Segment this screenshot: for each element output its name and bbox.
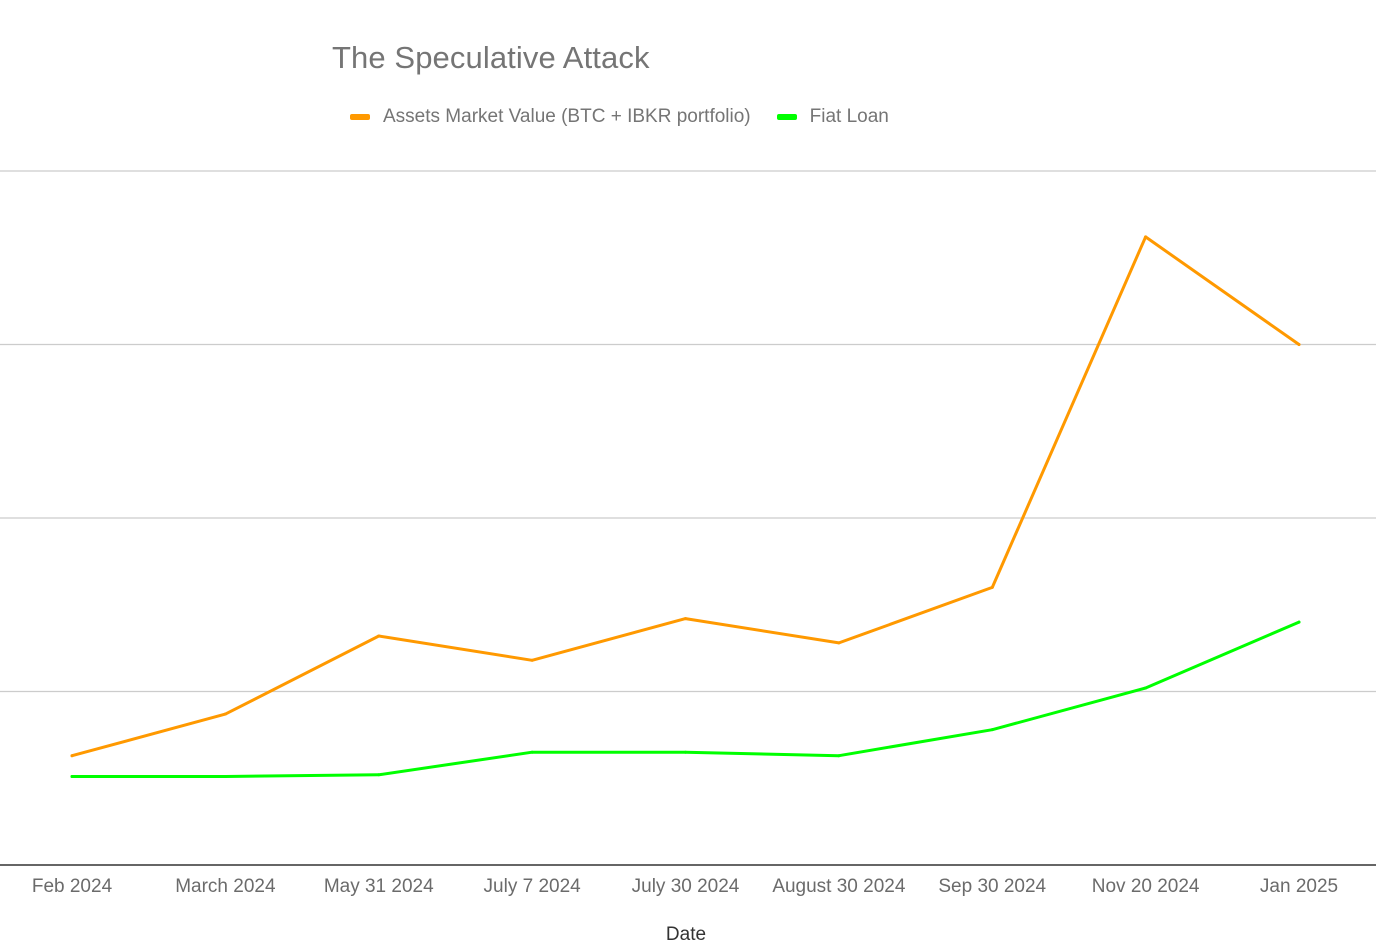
x-tick-label: Feb 2024 (32, 876, 113, 897)
data-point (530, 750, 534, 754)
data-point (223, 775, 227, 779)
data-point (70, 775, 74, 779)
data-point (990, 585, 994, 589)
data-point (990, 728, 994, 732)
data-point (377, 634, 381, 638)
x-tick-label: May 31 2024 (324, 876, 434, 897)
legend-swatch-assets (350, 114, 370, 120)
x-tick-label: July 30 2024 (632, 876, 740, 897)
legend-label-fiat-loan: Fiat Loan (809, 106, 889, 127)
data-point (223, 712, 227, 716)
x-tick-label: July 7 2024 (484, 876, 582, 897)
legend-label-assets: Assets Market Value (BTC + IBKR portfoli… (383, 106, 751, 127)
x-tick-label: August 30 2024 (772, 876, 906, 897)
legend-item-assets[interactable]: Assets Market Value (BTC + IBKR portfoli… (350, 106, 751, 128)
data-point (1144, 686, 1148, 690)
data-point (1297, 620, 1301, 624)
x-tick-label: Jan 2025 (1260, 876, 1338, 897)
data-point (1297, 343, 1301, 346)
legend-swatch-fiat-loan (776, 114, 797, 120)
data-point (684, 750, 687, 754)
x-tick-label: March 2024 (175, 876, 276, 897)
legend-item-fiat-loan[interactable]: Fiat Loan (776, 106, 889, 128)
x-tick-label: Sep 30 2024 (938, 876, 1046, 897)
data-point (70, 754, 74, 758)
data-point (377, 773, 381, 777)
legend: Assets Market Value (BTC + IBKR portfoli… (350, 106, 915, 128)
data-point (837, 641, 841, 645)
data-point (530, 658, 534, 662)
series-line-0 (70, 235, 1301, 758)
data-point (684, 617, 687, 621)
data-point (837, 754, 841, 758)
chart-title: The Speculative Attack (332, 40, 650, 75)
data-point (1144, 235, 1148, 239)
x-tick-label: Nov 20 2024 (1092, 876, 1200, 897)
x-axis-title: Date (666, 924, 706, 942)
